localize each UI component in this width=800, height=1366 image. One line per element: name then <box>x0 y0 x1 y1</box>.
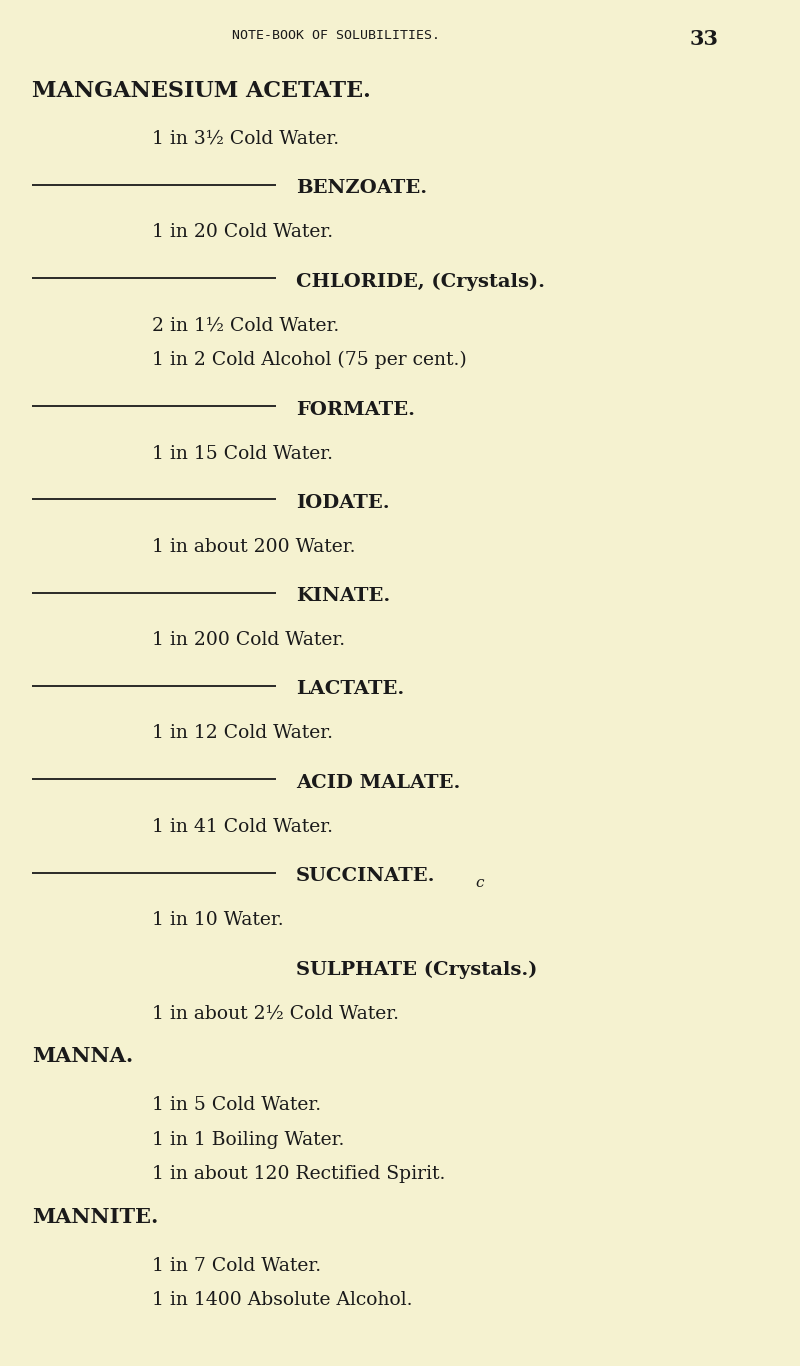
Text: MANNA.: MANNA. <box>32 1046 134 1067</box>
Text: 1 in about 2½ Cold Water.: 1 in about 2½ Cold Water. <box>152 1004 399 1022</box>
Text: MANGANESIUM ACETATE.: MANGANESIUM ACETATE. <box>32 81 370 102</box>
Text: SUCCINATE.: SUCCINATE. <box>296 867 435 885</box>
Text: 1 in 10 Water.: 1 in 10 Water. <box>152 911 284 929</box>
Text: 1 in 200 Cold Water.: 1 in 200 Cold Water. <box>152 631 345 649</box>
Text: 2 in 1½ Cold Water.: 2 in 1½ Cold Water. <box>152 317 339 335</box>
Text: 1 in 12 Cold Water.: 1 in 12 Cold Water. <box>152 724 333 742</box>
Text: LACTATE.: LACTATE. <box>296 680 404 698</box>
Text: 1 in 20 Cold Water.: 1 in 20 Cold Water. <box>152 223 333 242</box>
Text: 1 in 5 Cold Water.: 1 in 5 Cold Water. <box>152 1096 321 1113</box>
Text: 1 in 3½ Cold Water.: 1 in 3½ Cold Water. <box>152 130 339 148</box>
Text: SULPHATE (Crystals.): SULPHATE (Crystals.) <box>296 960 538 978</box>
Text: 1 in about 200 Water.: 1 in about 200 Water. <box>152 538 355 556</box>
Text: 1 in 15 Cold Water.: 1 in 15 Cold Water. <box>152 444 333 463</box>
Text: NOTE-BOOK OF SOLUBILITIES.: NOTE-BOOK OF SOLUBILITIES. <box>232 29 440 42</box>
Text: 1 in 7 Cold Water.: 1 in 7 Cold Water. <box>152 1257 321 1274</box>
Text: c: c <box>476 876 484 891</box>
Text: CHLORIDE, (Crystals).: CHLORIDE, (Crystals). <box>296 273 545 291</box>
Text: ACID MALATE.: ACID MALATE. <box>296 773 460 792</box>
Text: 1 in 1400 Absolute Alcohol.: 1 in 1400 Absolute Alcohol. <box>152 1291 413 1310</box>
Text: BENZOATE.: BENZOATE. <box>296 179 427 197</box>
Text: KINATE.: KINATE. <box>296 587 390 605</box>
Text: 33: 33 <box>690 29 718 49</box>
Text: IODATE.: IODATE. <box>296 494 390 512</box>
Text: 1 in 1 Boiling Water.: 1 in 1 Boiling Water. <box>152 1131 344 1149</box>
Text: 1 in 41 Cold Water.: 1 in 41 Cold Water. <box>152 818 333 836</box>
Text: 1 in about 120 Rectified Spirit.: 1 in about 120 Rectified Spirit. <box>152 1165 446 1183</box>
Text: MANNITE.: MANNITE. <box>32 1208 158 1227</box>
Text: FORMATE.: FORMATE. <box>296 400 415 418</box>
Text: 1 in 2 Cold Alcohol (75 per cent.): 1 in 2 Cold Alcohol (75 per cent.) <box>152 351 466 369</box>
